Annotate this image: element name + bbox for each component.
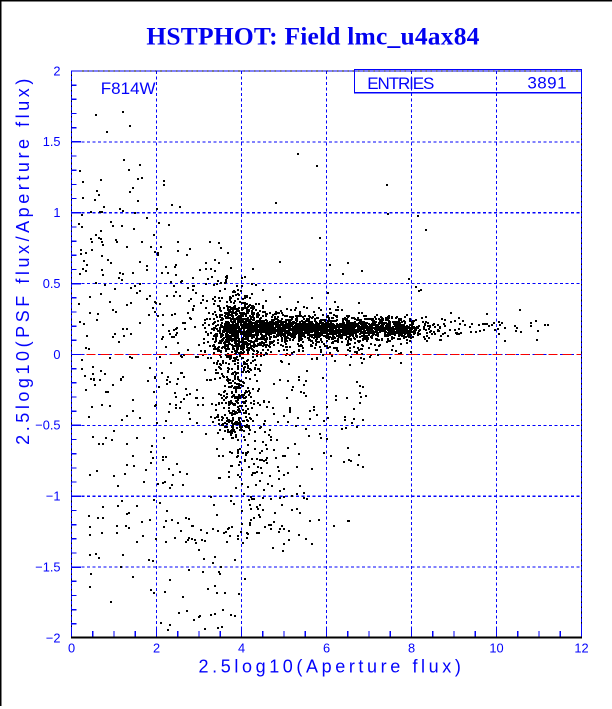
svg-text:HSTPHOT: Field lmc_u4ax84: HSTPHOT: Field lmc_u4ax84 bbox=[146, 22, 479, 51]
svg-text:0: 0 bbox=[53, 347, 60, 362]
svg-text:−0.5: −0.5 bbox=[35, 418, 60, 433]
svg-text:2.5log10(PSF flux/Aperture flu: 2.5log10(PSF flux/Aperture flux) bbox=[13, 75, 33, 445]
svg-text:3891: 3891 bbox=[527, 73, 567, 92]
svg-text:−1.5: −1.5 bbox=[35, 559, 60, 574]
svg-text:F814W: F814W bbox=[101, 79, 156, 98]
svg-text:10: 10 bbox=[489, 641, 503, 656]
svg-text:2: 2 bbox=[53, 63, 60, 78]
svg-text:0.5: 0.5 bbox=[43, 276, 61, 291]
svg-text:1.5: 1.5 bbox=[43, 134, 61, 149]
svg-text:2.5log10(Aperture flux): 2.5log10(Aperture flux) bbox=[199, 656, 465, 676]
svg-text:4: 4 bbox=[238, 641, 245, 656]
svg-text:8: 8 bbox=[408, 641, 415, 656]
svg-text:2: 2 bbox=[153, 641, 160, 656]
svg-text:6: 6 bbox=[323, 641, 330, 656]
svg-text:0: 0 bbox=[68, 641, 75, 656]
svg-text:−1: −1 bbox=[46, 489, 61, 504]
svg-text:1: 1 bbox=[53, 205, 60, 220]
svg-text:ENTRIES: ENTRIES bbox=[367, 74, 434, 93]
svg-text:−2: −2 bbox=[46, 630, 61, 645]
svg-text:12: 12 bbox=[574, 641, 588, 656]
